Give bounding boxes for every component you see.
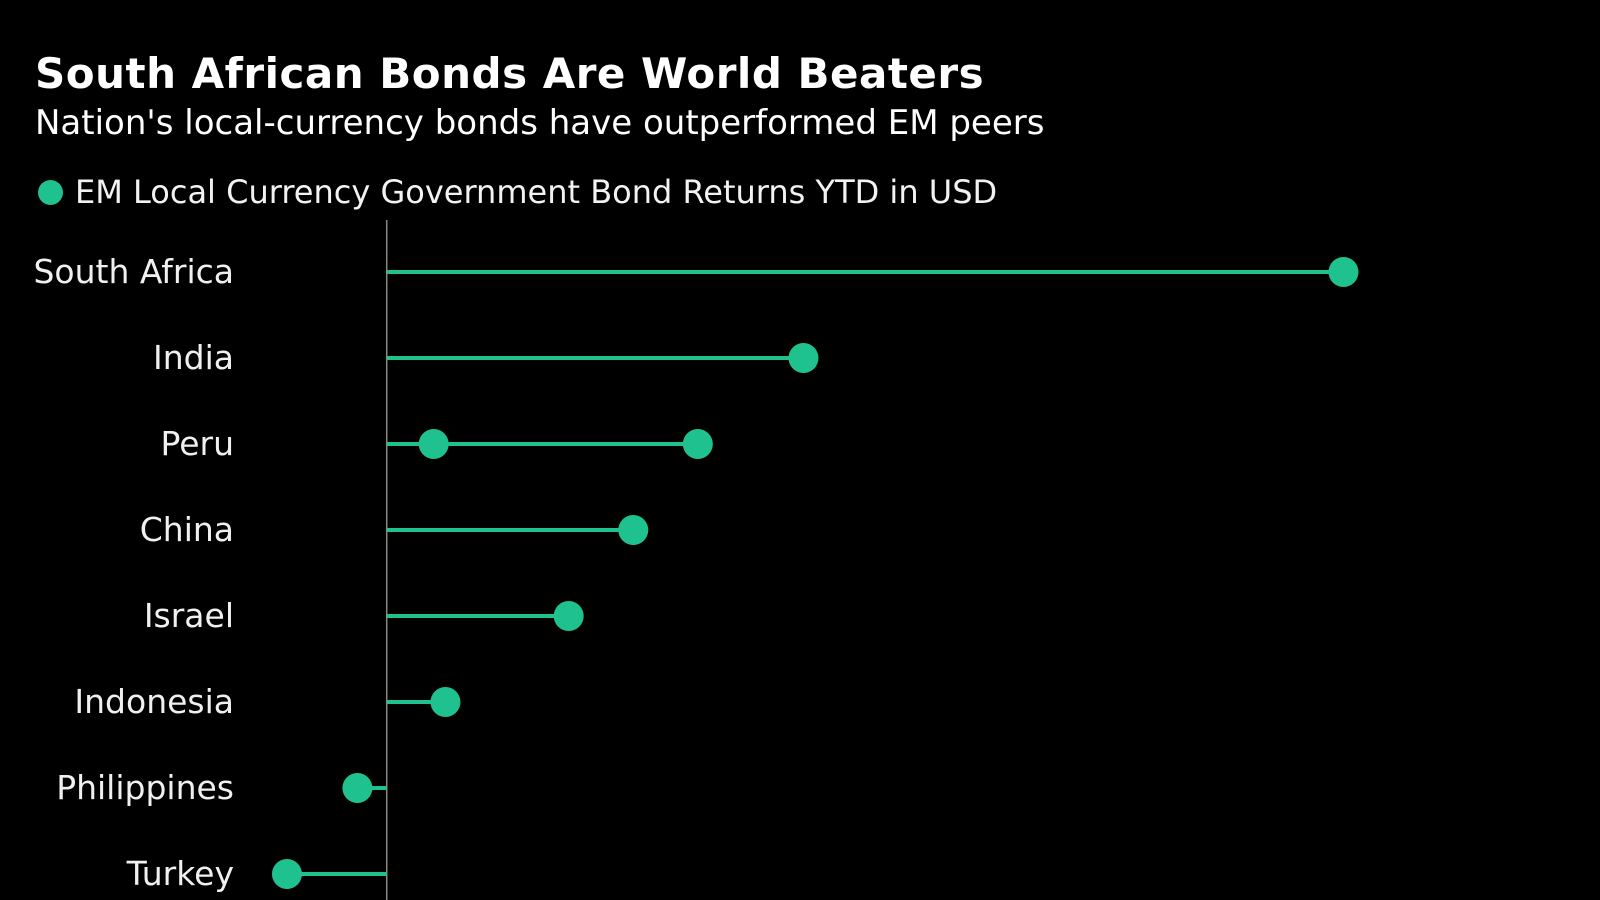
category-label: Turkey [126, 854, 234, 893]
chart-title: South African Bonds Are World Beaters [35, 49, 985, 98]
legend: EM Local Currency Government Bond Return… [38, 170, 997, 214]
category-label: Philippines [56, 768, 234, 807]
category-label: Indonesia [74, 682, 234, 721]
data-point [342, 773, 373, 803]
legend-label: EM Local Currency Government Bond Return… [75, 173, 998, 211]
data-point [271, 859, 302, 889]
data-point [418, 429, 449, 459]
legend-swatch [38, 179, 63, 205]
data-point [788, 343, 819, 373]
data-point [553, 601, 584, 631]
category-label: Israel [144, 596, 234, 635]
category-label: China [140, 510, 234, 549]
category-label: India [153, 338, 234, 377]
data-point [1328, 257, 1359, 287]
data-point [430, 687, 461, 717]
chart-subtitle: Nation's local-currency bonds have outpe… [35, 103, 1045, 143]
data-point [618, 515, 649, 545]
category-label: Peru [160, 424, 234, 463]
data-point [682, 429, 713, 459]
category-label: South Africa [33, 252, 234, 291]
